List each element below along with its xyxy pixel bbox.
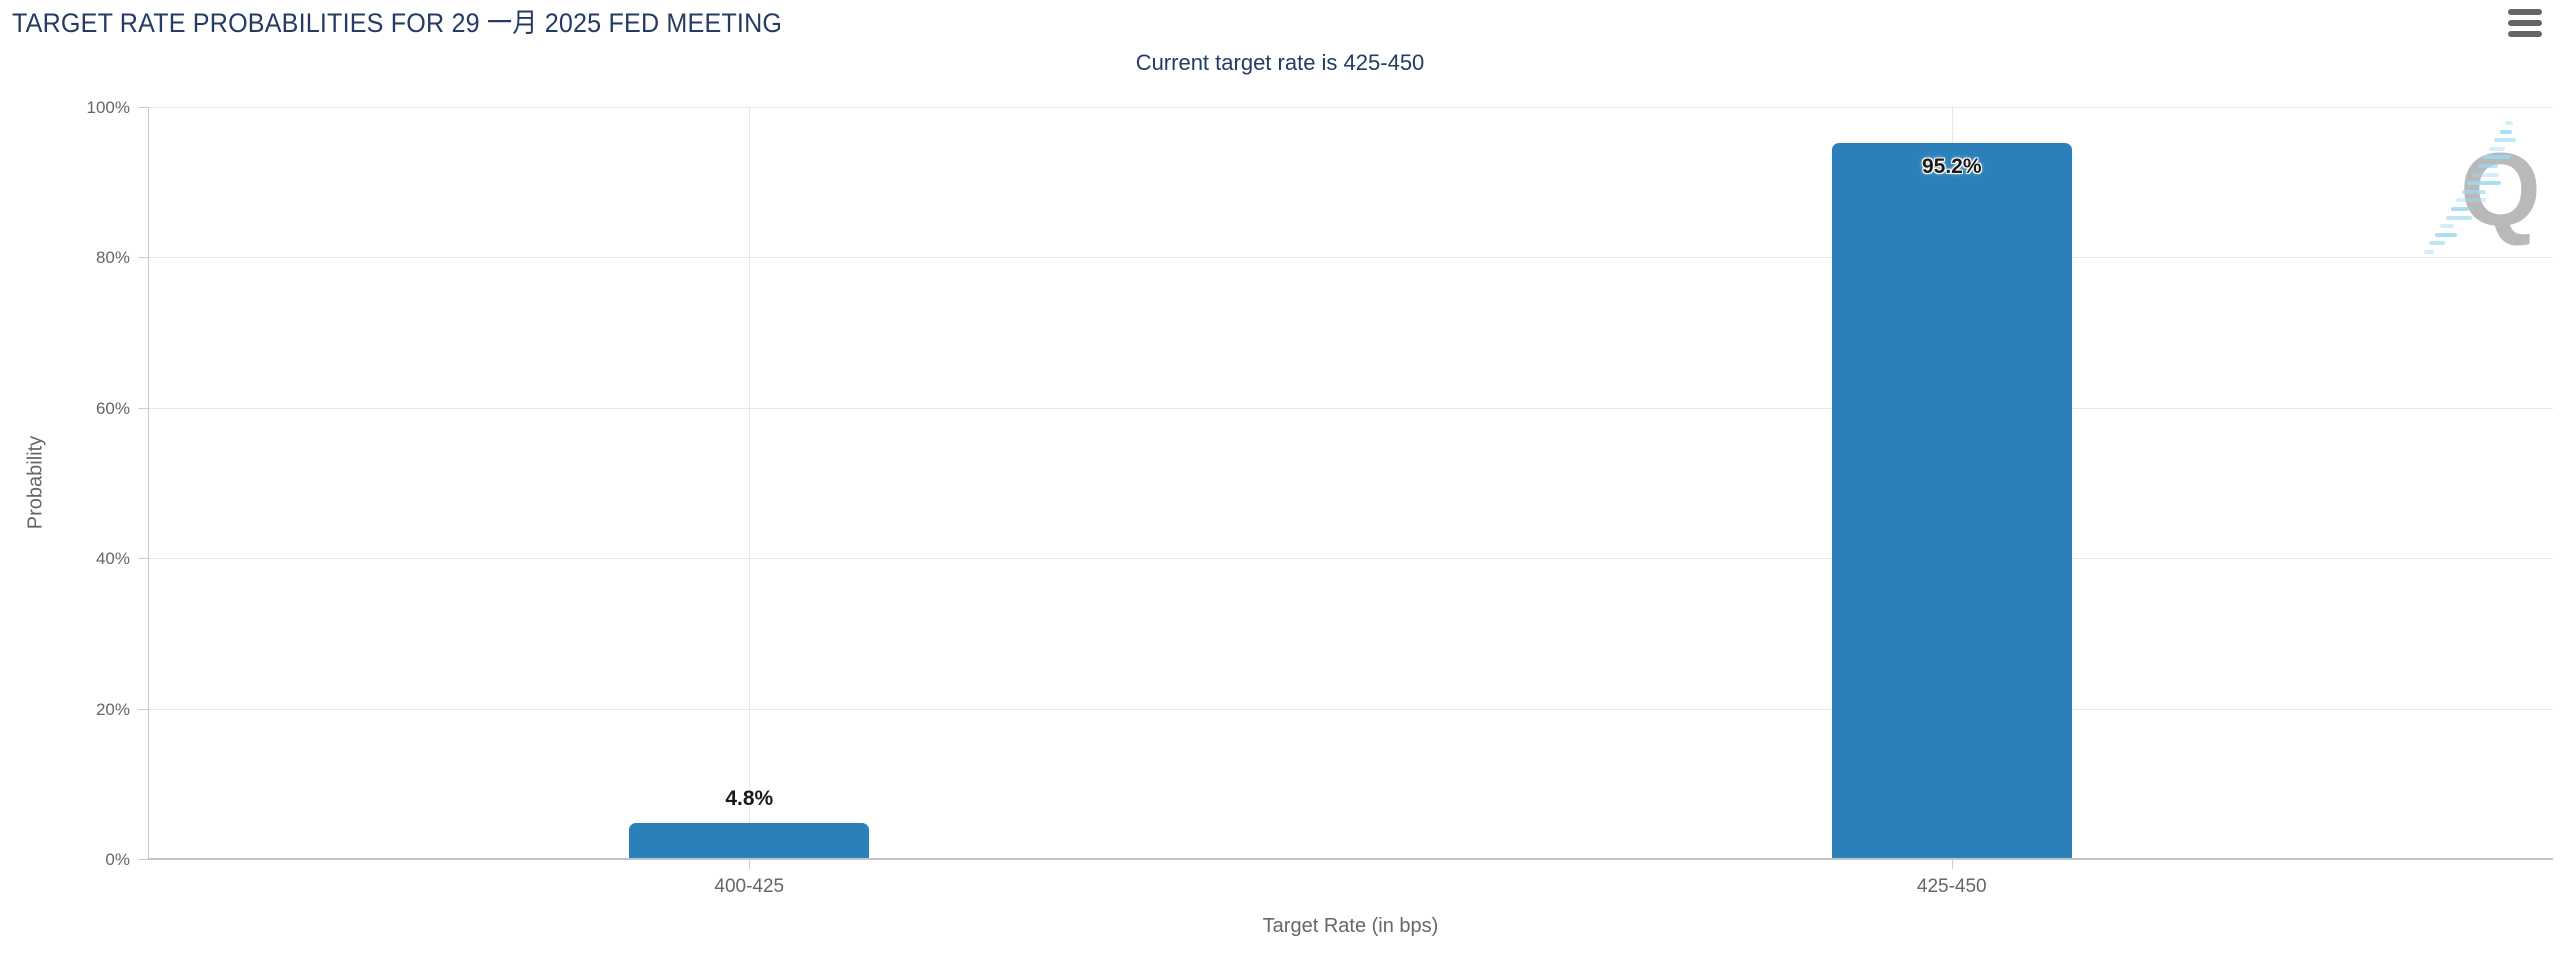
y-axis-tick	[138, 107, 148, 108]
watermark-dash	[2434, 232, 2457, 237]
watermark-dash	[2429, 241, 2446, 246]
watermark-dash	[2440, 224, 2455, 229]
watermark-dash	[2494, 138, 2517, 143]
data-label: 95.2%	[1921, 155, 1982, 179]
watermark-dash	[2424, 250, 2434, 254]
watermark-dash	[2472, 172, 2499, 177]
y-tick-label: 100%	[86, 98, 130, 117]
probability-bar[interactable]	[629, 822, 870, 859]
y-axis-title: Probability	[24, 435, 47, 530]
x-gridline	[749, 107, 751, 859]
watermark-dash	[2451, 207, 2469, 211]
y-tick-label: 80%	[95, 248, 130, 268]
y-tick-label: 40%	[95, 549, 130, 569]
y-tick-label: 0%	[105, 850, 130, 869]
x-category-label: 425-450	[1916, 876, 1987, 897]
watermark-dash	[2499, 129, 2512, 134]
y-axis-tick	[138, 558, 148, 560]
chart-subtitle: Current target rate is 425-450	[1135, 50, 1425, 75]
hamburger-bar	[2508, 20, 2542, 26]
y-axis-tick	[138, 257, 148, 259]
y-gridline	[148, 708, 2553, 710]
watermark-dash	[2478, 164, 2498, 168]
x-axis-line	[148, 858, 2553, 860]
q-watermark-letter: Q	[2460, 132, 2541, 248]
y-axis-tick	[138, 859, 148, 860]
watermark-dash	[2456, 198, 2487, 203]
y-tick-label: 60%	[95, 398, 130, 418]
x-axis-tick	[1951, 859, 1953, 869]
watermark-dash	[2467, 181, 2502, 186]
chart-title: TARGET RATE PROBABILITIES FOR 29 一月 2025…	[12, 8, 783, 38]
y-gridline	[148, 257, 2553, 259]
data-label: 4.8%	[725, 786, 774, 810]
y-gridline	[148, 407, 2553, 409]
hamburger-bar	[2508, 9, 2542, 15]
q-watermark-logo: Q	[2418, 112, 2560, 262]
x-category-label: 400-425	[714, 876, 785, 897]
hamburger-bar	[2508, 31, 2542, 37]
watermark-dash	[2445, 215, 2472, 220]
y-gridline	[148, 558, 2553, 560]
x-axis-tick	[749, 859, 751, 869]
hamburger-menu-icon[interactable]	[2508, 9, 2548, 41]
watermark-dash	[2488, 146, 2505, 151]
watermark-dash	[2483, 155, 2512, 160]
y-axis-tick	[138, 407, 148, 409]
watermark-dash	[2461, 189, 2486, 194]
x-axis-title: Target Rate (in bps)	[1262, 915, 1439, 937]
y-tick-label: 20%	[95, 699, 130, 719]
y-axis-tick	[138, 708, 148, 710]
y-gridline	[148, 107, 2553, 108]
probability-bar[interactable]	[1831, 143, 2072, 859]
y-axis-line	[148, 107, 149, 859]
watermark-dash	[2505, 121, 2513, 125]
